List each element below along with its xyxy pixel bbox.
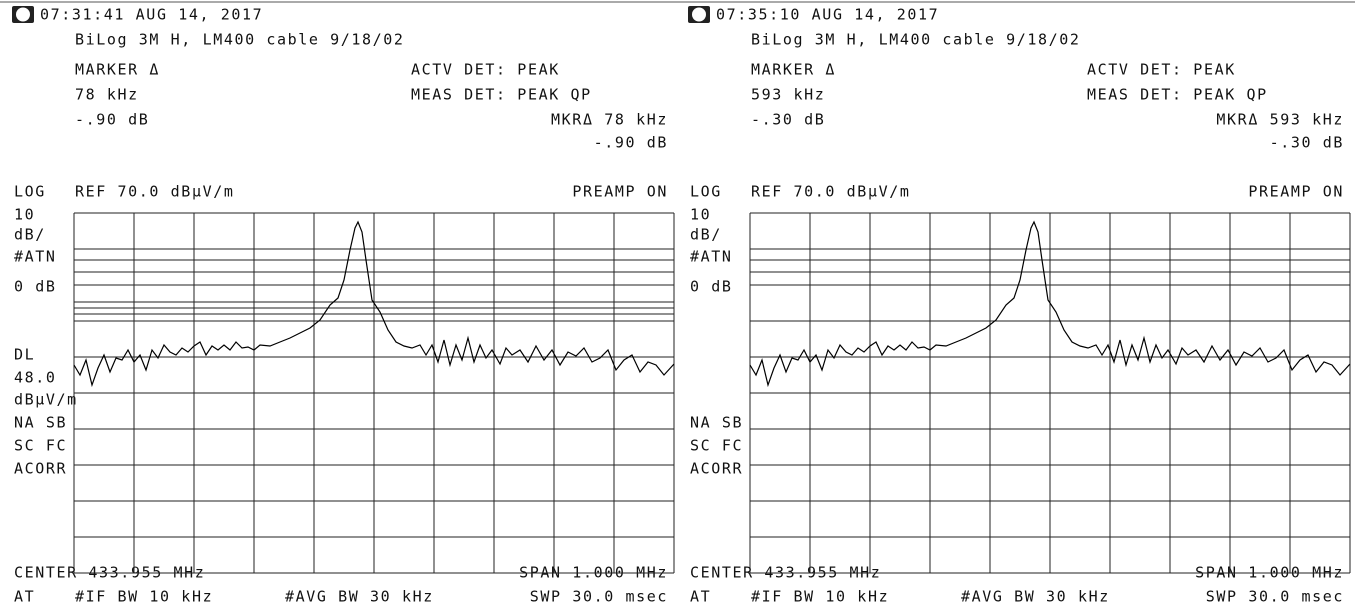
scale-label: ACORR	[14, 460, 67, 478]
scale-label: 0 dB	[690, 278, 733, 296]
scale-label: #ATN	[14, 248, 57, 266]
marker-label: MARKER Δ	[751, 61, 836, 79]
marker-label: MARKER Δ	[75, 61, 160, 79]
scale-label: NA SB	[690, 414, 743, 432]
marker-freq: 78 kHz	[75, 86, 139, 104]
mkr-level: -.90 dB	[594, 134, 668, 152]
scale-label: dBμV/m	[14, 391, 78, 409]
mkr-level: -.30 dB	[1270, 134, 1344, 152]
log: LOG	[14, 183, 46, 201]
scale-label: 10	[690, 206, 711, 224]
scale-label: ACORR	[690, 460, 743, 478]
meas-det: MEAS DET: PEAK QP	[1087, 86, 1268, 104]
setup: BiLog 3M H, LM400 cable 9/18/02	[751, 31, 1081, 49]
at: AT	[14, 588, 35, 606]
marker-level: -.90 dB	[75, 111, 149, 129]
logo-circle	[16, 7, 30, 22]
scale-label: 10	[14, 206, 35, 224]
timestamp: 07:35:10 AUG 14, 2017	[716, 6, 939, 24]
actv-det: ACTV DET: PEAK	[1087, 61, 1236, 79]
scale-label: 48.0	[14, 369, 57, 387]
analyzer-panel: 07:31:41 AUG 14, 2017 BiLog 3M H, LM400 c…	[12, 6, 675, 606]
scale-label: 0 dB	[14, 278, 57, 296]
if-bw: #IF BW 10 kHz	[751, 588, 889, 606]
hp-logo	[12, 6, 34, 23]
scale-label: #ATN	[690, 248, 733, 266]
marker-level: -.30 dB	[751, 111, 825, 129]
mkr-freq: MKRΔ 593 kHz	[1216, 111, 1344, 129]
preamp: PREAMP ON	[572, 183, 668, 201]
scale-label: dB/	[690, 226, 722, 244]
actv-det: ACTV DET: PEAK	[411, 61, 560, 79]
preamp: PREAMP ON	[1248, 183, 1344, 201]
scale-label: SC FC	[14, 437, 67, 455]
scale-label: NA SB	[14, 414, 67, 432]
mkr-freq: MKRΔ 78 kHz	[551, 111, 668, 129]
marker-freq: 593 kHz	[751, 86, 825, 104]
at: AT	[690, 588, 711, 606]
log: LOG	[690, 183, 722, 201]
analyzer-panel: 07:35:10 AUG 14, 2017 BiLog 3M H, LM400 c…	[688, 6, 1351, 606]
logo-circle	[692, 7, 706, 22]
scale-label: DL	[14, 346, 35, 364]
if-bw: #IF BW 10 kHz	[75, 588, 213, 606]
scale-label: SC FC	[690, 437, 743, 455]
setup: BiLog 3M H, LM400 cable 9/18/02	[75, 31, 405, 49]
avg-bw: #AVG BW 30 kHz	[285, 588, 434, 606]
timestamp: 07:31:41 AUG 14, 2017	[40, 6, 263, 24]
swp: SWP 30.0 msec	[1206, 588, 1344, 606]
avg-bw: #AVG BW 30 kHz	[961, 588, 1110, 606]
meas-det: MEAS DET: PEAK QP	[411, 86, 592, 104]
hp-logo	[688, 6, 710, 23]
scale-label: dB/	[14, 226, 46, 244]
ref: REF 70.0 dBμV/m	[75, 183, 234, 201]
swp: SWP 30.0 msec	[530, 588, 668, 606]
ref: REF 70.0 dBμV/m	[751, 183, 910, 201]
